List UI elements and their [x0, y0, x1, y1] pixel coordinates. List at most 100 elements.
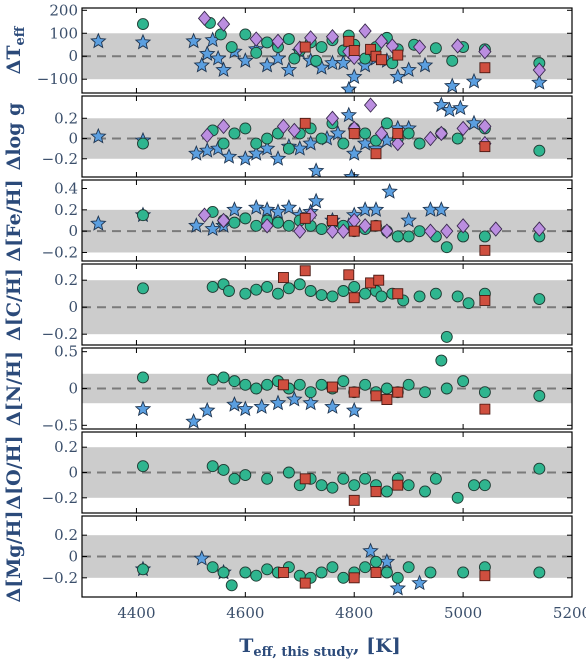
- square-point: [479, 403, 491, 415]
- square-point: [479, 570, 491, 582]
- diamond-point: [276, 118, 291, 135]
- diamond-point: [260, 218, 274, 234]
- diamond-point: [325, 110, 340, 126]
- star-point: [411, 574, 428, 591]
- circle-point: [239, 566, 252, 579]
- circle-point: [419, 485, 431, 498]
- circle-point: [282, 219, 295, 232]
- y-tick-label: −0.5: [42, 416, 78, 434]
- star-point: [269, 150, 287, 166]
- star-point: [286, 390, 303, 407]
- diamond-point: [456, 218, 470, 234]
- circle-point: [359, 378, 372, 391]
- y-tick-label: −0.2: [42, 243, 78, 261]
- y-axis-label-oh: Δ[O/H]: [3, 435, 25, 509]
- diamond-point: [391, 135, 405, 152]
- circle-point: [228, 375, 241, 388]
- circle-point: [206, 460, 219, 473]
- circle-point: [315, 479, 328, 492]
- star-point: [269, 203, 287, 219]
- circle-point: [239, 122, 252, 135]
- y-tick-label: 0.2: [54, 438, 78, 456]
- square-point: [348, 386, 360, 398]
- circle-point: [250, 46, 263, 59]
- frame-feh: [81, 179, 573, 262]
- circle-point: [293, 378, 306, 391]
- square-point: [277, 272, 289, 283]
- circle-point: [402, 561, 415, 574]
- star-point: [188, 145, 205, 161]
- circle-point: [429, 472, 442, 485]
- circle-point: [533, 389, 546, 402]
- markers-teff: [90, 10, 548, 93]
- circle-point: [228, 216, 241, 229]
- circle-point: [282, 142, 295, 155]
- circle-point: [315, 132, 328, 145]
- y-tick-label: 0: [68, 548, 78, 566]
- square-point: [277, 567, 289, 578]
- square-point: [277, 379, 289, 391]
- square-point: [299, 577, 311, 589]
- square-point: [479, 295, 491, 306]
- star-point: [302, 134, 319, 151]
- circle-point: [272, 287, 284, 300]
- circle-point: [217, 137, 230, 150]
- circle-point: [223, 285, 235, 297]
- star-point: [416, 56, 434, 73]
- circle-point: [282, 282, 295, 295]
- square-point: [326, 215, 338, 226]
- y-label-main: ΔT: [3, 46, 25, 75]
- panel-nh: −0.5 0 0.5 Δ[N/H]: [3, 343, 573, 434]
- circle-point: [326, 290, 339, 303]
- diamond-point: [489, 221, 503, 237]
- star-point: [291, 139, 309, 156]
- circle-point: [261, 36, 274, 49]
- star-point: [198, 401, 216, 418]
- square-point: [370, 148, 382, 160]
- circle-point: [217, 371, 230, 384]
- diamond-point: [293, 223, 307, 239]
- circle-point: [239, 212, 252, 225]
- circle-point: [137, 563, 149, 576]
- square-point: [348, 128, 360, 139]
- star-point: [237, 150, 254, 166]
- circle-point: [402, 378, 415, 391]
- circle-point: [137, 137, 149, 150]
- star-point: [90, 127, 107, 144]
- circle-point: [137, 371, 149, 384]
- star-point: [90, 215, 107, 231]
- square-point: [343, 35, 355, 47]
- diamond-point: [374, 125, 389, 142]
- circle-point: [359, 472, 372, 485]
- circle-point: [359, 287, 372, 300]
- square-point: [348, 45, 360, 56]
- circle-point: [250, 382, 263, 395]
- circle-point: [225, 41, 238, 54]
- circle-point: [424, 566, 437, 579]
- star-point: [362, 542, 379, 559]
- circle-point: [225, 579, 238, 592]
- square-point: [479, 141, 491, 153]
- circle-point: [337, 375, 350, 388]
- diamond-point: [216, 212, 231, 229]
- circle-point: [533, 566, 546, 579]
- circle-point: [217, 464, 230, 476]
- star-point: [531, 73, 548, 90]
- circle-point: [315, 41, 328, 54]
- y-tick-label: 0.2: [54, 526, 78, 544]
- y-tick-label: 0.2: [54, 201, 78, 219]
- diamond-point: [451, 38, 465, 54]
- y-tick-label: 0: [68, 47, 78, 65]
- diamond-point: [440, 223, 454, 239]
- y-tick-label: 0: [68, 222, 78, 240]
- star-point: [134, 33, 152, 50]
- circle-point: [413, 225, 426, 238]
- circle-point: [359, 561, 372, 574]
- star-point: [400, 61, 417, 78]
- circle-point: [228, 472, 241, 485]
- y-tick-label: −0.2: [42, 150, 78, 168]
- star-point: [367, 201, 385, 217]
- circle-point: [402, 230, 415, 243]
- circle-point: [239, 28, 252, 41]
- square-point: [299, 212, 311, 224]
